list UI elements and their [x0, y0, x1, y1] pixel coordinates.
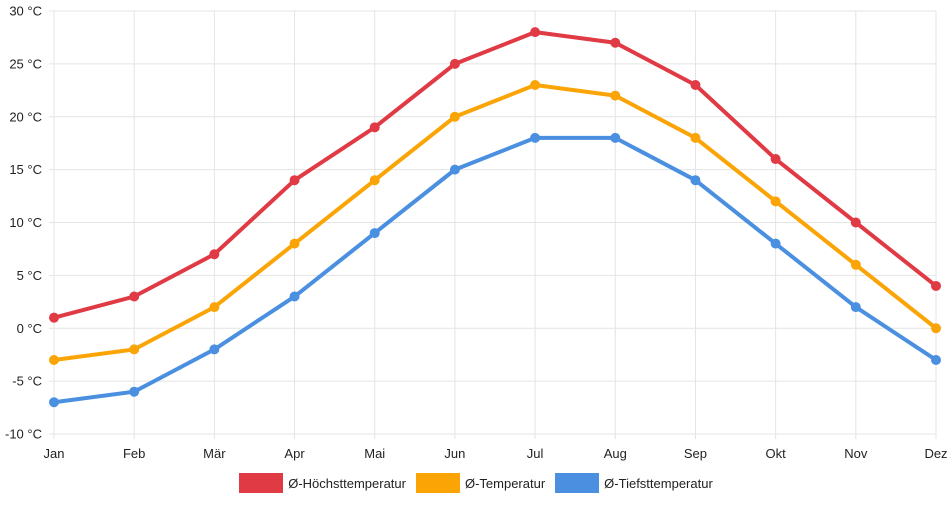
series-2 — [49, 80, 941, 365]
legend-item[interactable]: Ø-Höchsttemperatur — [239, 473, 406, 493]
data-point[interactable] — [289, 175, 300, 186]
data-point[interactable] — [129, 344, 140, 355]
legend-item[interactable]: Ø-Temperatur — [415, 473, 546, 493]
x-tick-label: Aug — [604, 446, 627, 461]
data-point[interactable] — [850, 217, 861, 228]
data-point[interactable] — [129, 291, 140, 302]
series-line — [52, 30, 938, 320]
x-tick-label: Jun — [444, 446, 465, 461]
data-point[interactable] — [449, 111, 460, 122]
data-point[interactable] — [369, 122, 380, 133]
y-tick-label: 15 °C — [9, 162, 42, 177]
legend-swatch — [555, 473, 600, 493]
data-point[interactable] — [931, 323, 941, 334]
data-point[interactable] — [129, 386, 140, 397]
data-point[interactable] — [530, 80, 541, 91]
data-point[interactable] — [209, 302, 220, 313]
x-tick-label: Jan — [44, 446, 65, 461]
data-point[interactable] — [49, 397, 59, 408]
series-line — [52, 83, 938, 362]
x-tick-label: Apr — [284, 446, 305, 461]
data-point[interactable] — [289, 291, 300, 302]
y-tick-label: 5 °C — [17, 268, 42, 283]
x-tick-label: Jul — [527, 446, 544, 461]
legend-swatch — [239, 473, 284, 493]
legend-swatch — [415, 473, 460, 493]
data-point[interactable] — [770, 196, 781, 207]
data-point[interactable] — [49, 354, 59, 365]
data-point[interactable] — [530, 132, 541, 143]
data-point[interactable] — [931, 280, 941, 291]
series-lines — [49, 27, 941, 408]
data-point[interactable] — [850, 259, 861, 270]
legend-label: Ø-Temperatur — [464, 475, 546, 491]
y-tick-label: 10 °C — [9, 215, 42, 230]
data-point[interactable] — [449, 164, 460, 175]
legend-label: Ø-Höchsttemperatur — [288, 475, 406, 491]
data-point[interactable] — [449, 58, 460, 69]
data-point[interactable] — [49, 312, 59, 323]
data-point[interactable] — [610, 37, 621, 48]
data-point[interactable] — [850, 302, 861, 313]
grid — [49, 10, 937, 439]
y-tick-label: -5 °C — [12, 374, 42, 389]
y-tick-label: -10 °C — [5, 427, 42, 442]
legend: Ø-Höchsttemperatur Ø-Temperatur Ø-Tiefstte… — [0, 472, 952, 494]
data-point[interactable] — [770, 238, 781, 249]
x-tick-label: Okt — [766, 446, 787, 461]
data-point[interactable] — [289, 238, 300, 249]
x-tick-label: Dez — [924, 446, 947, 461]
data-point[interactable] — [690, 80, 701, 91]
x-tick-label: Sep — [684, 446, 707, 461]
x-tick-label: Mär — [203, 446, 226, 461]
data-point[interactable] — [690, 175, 701, 186]
y-tick-label: 30 °C — [9, 4, 42, 19]
series-line — [52, 135, 938, 405]
data-point[interactable] — [610, 132, 621, 143]
y-tick-label: 0 °C — [17, 321, 42, 336]
data-point[interactable] — [209, 249, 220, 260]
x-tick-label: Feb — [123, 446, 145, 461]
data-point[interactable] — [369, 228, 380, 239]
data-point[interactable] — [530, 27, 541, 38]
axes: 30 °C 25 °C 20 °C 15 °C 10 °C 5 °C 0 °C -5 °C -1… — [5, 4, 948, 462]
y-tick-label: 20 °C — [9, 109, 42, 124]
legend-label: Ø-Tiefsttemperatur — [604, 475, 713, 491]
data-point[interactable] — [610, 90, 621, 101]
y-tick-label: 25 °C — [9, 56, 42, 71]
x-tick-label: Nov — [844, 446, 868, 461]
legend-item[interactable]: Ø-Tiefsttemperatur — [555, 473, 713, 493]
data-point[interactable] — [770, 154, 781, 165]
series-3 — [49, 132, 941, 408]
data-point[interactable] — [369, 175, 380, 186]
data-point[interactable] — [931, 354, 941, 365]
data-point[interactable] — [209, 344, 220, 355]
series-1 — [49, 27, 941, 323]
x-tick-label: Mai — [364, 446, 385, 461]
data-point[interactable] — [690, 132, 701, 143]
